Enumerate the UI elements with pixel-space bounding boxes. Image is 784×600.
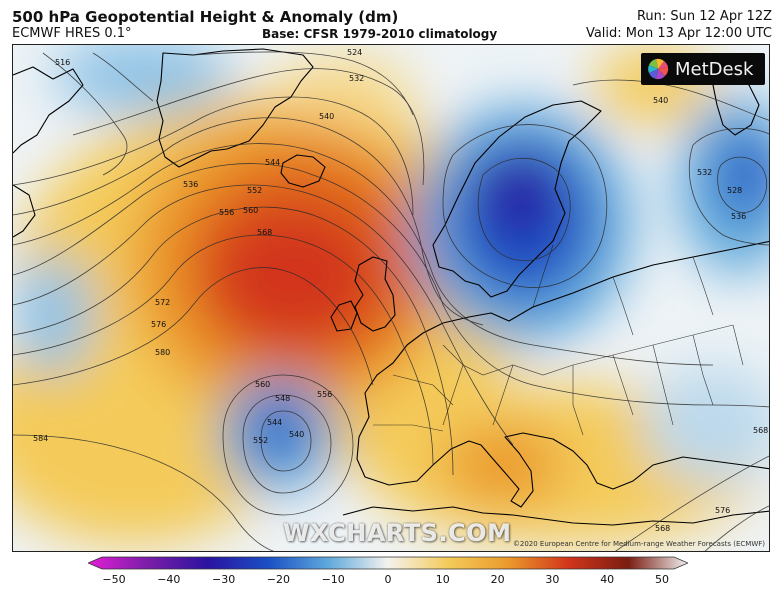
border-lines (373, 244, 744, 436)
anomaly-field (13, 45, 769, 545)
contour-label: 536 (731, 212, 746, 221)
contour-label: 540 (653, 96, 668, 105)
colorbar-tick-label: 40 (600, 573, 615, 586)
contour-iberian-low-mid (242, 394, 332, 494)
contour-greenland-516 (42, 52, 128, 176)
cold-anomaly-atlantic-west (13, 255, 93, 375)
cold-anomaly-scandinavia-core (478, 155, 558, 235)
contour-label: 552 (247, 186, 262, 195)
canada-coast (13, 66, 84, 238)
north-africa-coast (342, 506, 769, 526)
wxcharts-watermark: WXCHARTS.COM (283, 519, 512, 547)
contour-label: 568 (753, 426, 768, 435)
anomaly-colorbar: −50 −40 −30 −20 −10 0 10 20 30 40 50 (88, 556, 688, 596)
contour-label: 576 (151, 320, 166, 329)
contour-label: 568 (257, 228, 272, 237)
contour-label: 580 (155, 348, 170, 357)
colorbar-tick-label: −40 (157, 573, 181, 586)
chart-title: 500 hPa Geopotential Height & Anomaly (d… (12, 8, 399, 26)
contour-label: 584 (33, 434, 48, 443)
contour-label: 536 (183, 180, 198, 189)
contour-580 (13, 267, 374, 386)
colorbar-tick-label: −50 (102, 573, 126, 586)
contour-iberian-low-inner (260, 410, 312, 472)
country-borders (373, 244, 744, 436)
contour-572 (13, 206, 454, 476)
metdesk-logo-text: MetDesk (675, 58, 754, 80)
scandinavia-coast (432, 100, 602, 298)
contour-russia-low-outer (688, 128, 769, 246)
colorbar-tick-label: 10 (435, 573, 450, 586)
contour-576 (13, 234, 434, 466)
contour-label: 556 (219, 208, 234, 217)
contour-greenland-524 (92, 52, 154, 102)
contour-552 (13, 117, 484, 326)
contour-532 (192, 51, 414, 116)
colorbar-tick-label: −20 (266, 573, 290, 586)
map-panel: 516 524 532 536 540 544 552 556 560 568 … (12, 44, 770, 552)
contour-label: 548 (275, 394, 290, 403)
colorbar-tick-label: 50 (655, 573, 669, 586)
colorbar-gradient (88, 556, 688, 570)
height-contours (13, 51, 769, 551)
cold-anomaly-east-med (643, 365, 769, 485)
contour-label: 576 (715, 506, 730, 515)
contour-label: 540 (319, 112, 334, 121)
colorbar-tick-label: 20 (490, 573, 505, 586)
contour-label: 532 (697, 168, 712, 177)
contour-label: 524 (347, 48, 362, 57)
contour-label: 516 (55, 58, 70, 67)
anomaly-map: 516 524 532 536 540 544 552 556 560 568 … (13, 45, 769, 551)
contour-556 (13, 143, 714, 366)
contour-label: 532 (349, 74, 364, 83)
contour-label-group: 516 524 532 536 540 544 552 556 560 568 … (33, 48, 768, 533)
cold-anomaly-russia-core (718, 135, 769, 215)
contour-iberian-low-outer (222, 374, 354, 516)
contour-north-540 (572, 79, 769, 121)
contour-label: 528 (727, 186, 742, 195)
climatology-base-label: Base: CFSR 1979-2010 climatology (262, 27, 498, 41)
contour-scandinavian-trough (442, 124, 608, 288)
contour-scandinavian-trough-inner (477, 158, 571, 262)
valid-time-label: Valid: Mon 13 Apr 12:00 UTC (585, 26, 772, 41)
contour-label: 556 (317, 390, 332, 399)
contour-540 (72, 68, 425, 186)
contour-east-576 (704, 505, 769, 551)
metdesk-logo: MetDesk (641, 53, 765, 85)
colorbar-tick-label: 0 (384, 573, 392, 586)
contour-label: 568 (655, 524, 670, 533)
colorbar-tick-label: 30 (545, 573, 560, 586)
ecmwf-copyright: ©2020 European Centre for Medium-range W… (512, 540, 765, 548)
colorbar-tick-label: −30 (211, 573, 236, 586)
warm-anomaly-italy (443, 425, 563, 505)
cold-anomaly-iberia-core (248, 400, 308, 460)
contour-568 (13, 184, 514, 446)
contour-label: 544 (265, 158, 280, 167)
model-label: ECMWF HRES 0.1° (12, 26, 132, 41)
run-time-label: Run: Sun 12 Apr 12Z (636, 9, 772, 24)
contour-584 (13, 434, 275, 551)
contour-label: 552 (253, 436, 268, 445)
warm-anomaly-greenland-sea (273, 55, 413, 135)
contour-label: 560 (243, 206, 258, 215)
greenland-coast (156, 48, 314, 168)
contour-544 (13, 96, 414, 216)
metdesk-logo-icon (648, 58, 669, 80)
contour-label: 560 (255, 380, 270, 389)
contour-label: 540 (289, 430, 304, 439)
contour-east-568 (615, 455, 769, 551)
colorbar-bar (88, 556, 688, 570)
colorbar-tick-label: −10 (321, 573, 345, 586)
contour-russia-low-inner (717, 156, 767, 213)
contour-label: 544 (267, 418, 282, 427)
contour-label: 572 (155, 298, 170, 307)
iceland-coast (280, 154, 326, 188)
